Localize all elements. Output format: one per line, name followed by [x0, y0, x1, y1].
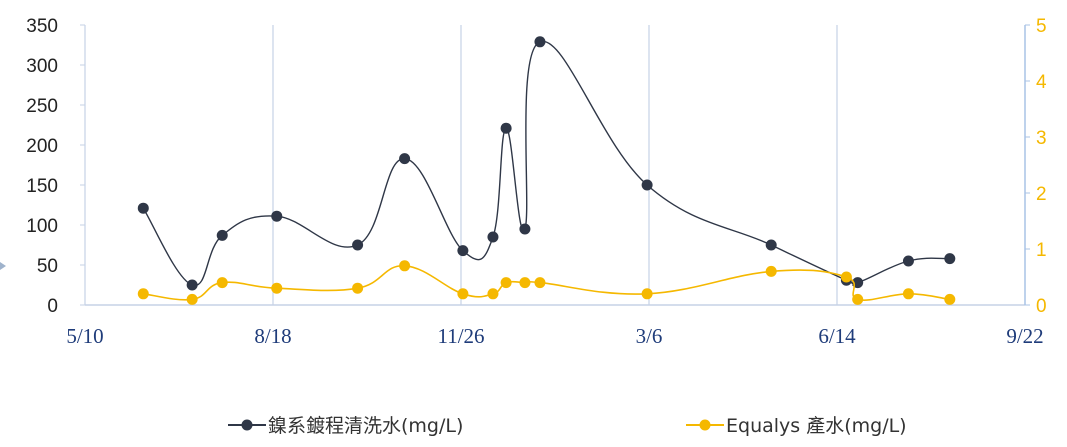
data-point: [641, 288, 653, 300]
data-point: [852, 293, 864, 305]
grid-layer: [272, 25, 838, 305]
data-point: [641, 179, 653, 191]
x-tick-label: 11/26: [437, 324, 484, 348]
legend-label: Equalys 產水(mg/L): [726, 415, 907, 437]
data-point: [765, 265, 777, 277]
right-y-tick-label: 1: [1036, 240, 1047, 261]
data-point: [840, 271, 852, 283]
series-1: [137, 36, 956, 291]
edge-arrow-icon: [0, 262, 6, 270]
x-tick-label: 5/10: [66, 324, 103, 348]
series-layer: [137, 36, 956, 305]
data-point: [944, 253, 956, 265]
data-point: [902, 288, 914, 300]
legend-item-1: 鎳系鍍程清洗水(mg/L): [228, 415, 463, 437]
legend-item-2: Equalys 產水(mg/L): [686, 415, 907, 437]
data-point: [399, 260, 411, 272]
data-point: [519, 223, 531, 235]
left-y-tick-label: 50: [37, 256, 58, 277]
data-point: [500, 122, 512, 134]
legend-label: 鎳系鍍程清洗水(mg/L): [268, 415, 463, 437]
data-point: [137, 202, 149, 214]
data-point: [487, 288, 499, 300]
series-2: [137, 260, 956, 305]
data-point: [271, 210, 283, 222]
data-point: [186, 293, 198, 305]
right-y-tick-label: 3: [1036, 128, 1047, 149]
legend-marker: [241, 419, 253, 431]
right-y-tick-label: 2: [1036, 184, 1047, 205]
data-point: [352, 282, 364, 294]
right-y-tick-label: 5: [1036, 16, 1047, 37]
x-tick-label: 3/6: [636, 324, 663, 348]
data-point: [487, 231, 499, 243]
left-y-tick-label: 100: [26, 216, 58, 237]
data-point: [271, 282, 283, 294]
data-point: [399, 153, 411, 165]
left-y-tick-label: 300: [26, 56, 58, 77]
data-point: [457, 245, 469, 257]
data-point: [186, 279, 198, 291]
data-point: [519, 277, 531, 289]
data-point: [216, 277, 228, 289]
axis-layer: 5/10 8/18 11/26 3/6 6/14 9/220501001502002503…: [0, 16, 1047, 348]
left-y-tick-label: 150: [26, 176, 58, 197]
data-point: [765, 239, 777, 251]
data-point: [457, 288, 469, 300]
left-y-tick-label: 200: [26, 136, 58, 157]
data-point: [902, 255, 914, 267]
left-y-tick-label: 250: [26, 96, 58, 117]
data-point: [137, 288, 149, 300]
left-y-tick-label: 0: [47, 296, 58, 317]
x-tick-label: 6/14: [818, 324, 856, 348]
series-line: [143, 264, 950, 301]
data-point: [534, 36, 546, 48]
right-y-tick-label: 0: [1036, 296, 1047, 317]
x-tick-label: 8/18: [254, 324, 291, 348]
left-y-tick-label: 350: [26, 16, 58, 37]
legend: 鎳系鍍程清洗水(mg/L) Equalys 產水(mg/L): [228, 415, 907, 437]
data-point: [352, 239, 364, 251]
data-point: [534, 277, 546, 289]
legend-marker: [699, 419, 711, 431]
data-point: [216, 229, 228, 241]
data-point: [500, 277, 512, 289]
series-line: [142, 40, 950, 287]
x-tick-label: 9/22: [1006, 324, 1043, 348]
data-point: [944, 293, 956, 305]
right-y-tick-label: 4: [1036, 72, 1047, 93]
